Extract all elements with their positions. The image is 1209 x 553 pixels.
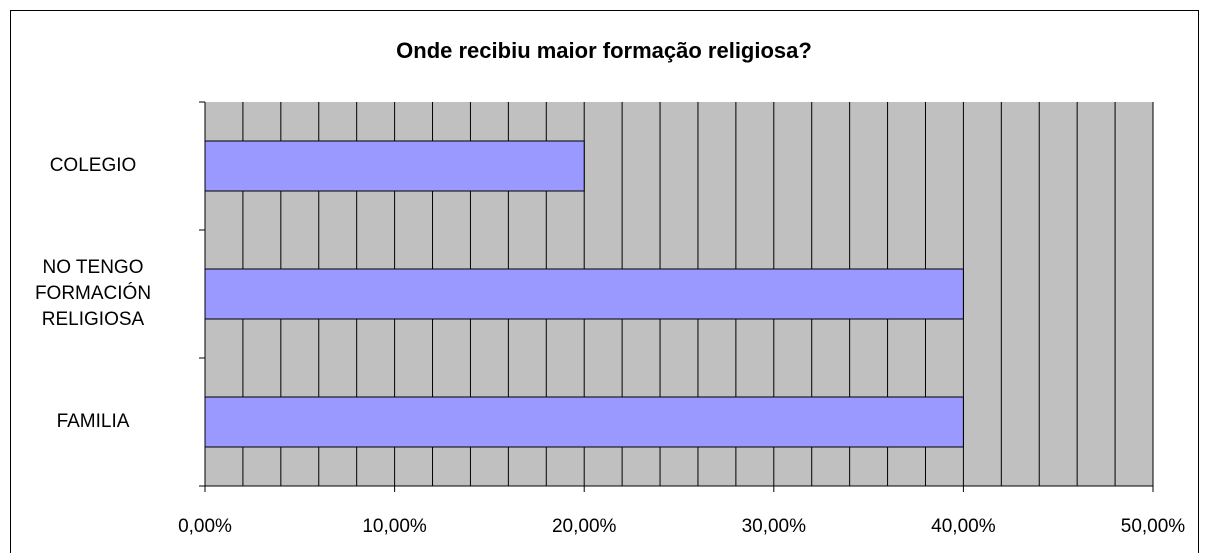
chart-border bbox=[10, 10, 1199, 553]
bar bbox=[204, 268, 964, 320]
x-tick-label: 0,00% bbox=[178, 516, 232, 537]
bar bbox=[204, 396, 964, 448]
x-tick-label: 10,00% bbox=[362, 516, 427, 537]
x-tick-label: 40,00% bbox=[931, 516, 996, 537]
x-tick-label: 50,00% bbox=[1121, 516, 1186, 537]
x-tick-label: 20,00% bbox=[552, 516, 617, 537]
x-tick-label: 30,00% bbox=[742, 516, 807, 537]
y-tick-label: NO TENGO FORMACIÓN RELIGIOSA bbox=[34, 257, 152, 330]
y-tick-label: COLEGIO bbox=[49, 155, 137, 176]
chart-title: Onde recibiu maior formação religiosa? bbox=[396, 38, 812, 63]
bar bbox=[204, 140, 585, 192]
y-tick-label: FAMILIA bbox=[56, 411, 130, 432]
